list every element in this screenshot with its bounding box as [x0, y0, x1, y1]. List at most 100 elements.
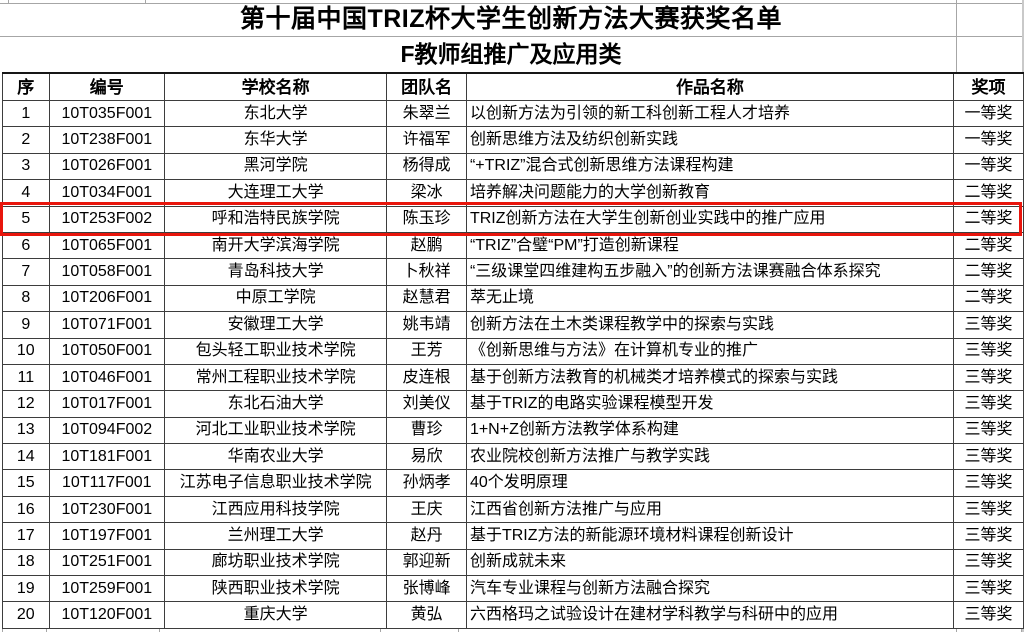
cell-award[interactable]: 三等奖 — [952, 548, 1024, 577]
cell-school[interactable]: 兰州理工大学 — [164, 522, 388, 550]
cell-team[interactable]: 王庆 — [386, 495, 467, 524]
cell-school[interactable]: 安徽理工大学 — [164, 311, 388, 339]
cell-index[interactable]: 5 — [2, 205, 50, 233]
cell-award[interactable]: 三等奖 — [952, 363, 1024, 392]
cell-team[interactable]: 朱翠兰 — [386, 99, 467, 128]
cell-work[interactable]: 40个发明原理 — [465, 469, 954, 497]
cell-work[interactable]: 江西省创新方法推广与应用 — [465, 495, 954, 524]
cell-code[interactable]: 10T094F002 — [48, 416, 166, 445]
cell-code[interactable]: 10T065F001 — [48, 231, 166, 260]
cell-index[interactable]: 12 — [2, 390, 50, 418]
cell-code[interactable]: 10T117F001 — [48, 469, 166, 497]
cell-code[interactable]: 10T120F001 — [48, 601, 166, 629]
cell-team[interactable]: 许福军 — [386, 126, 467, 154]
cell-code[interactable]: 10T206F001 — [48, 284, 166, 313]
cell-work[interactable]: 创新方法在土木类课程教学中的探索与实践 — [465, 311, 954, 339]
cell-award[interactable]: 二等奖 — [952, 284, 1024, 313]
cell-school[interactable]: 呼和浩特民族学院 — [164, 205, 388, 233]
cell-code[interactable]: 10T259F001 — [48, 575, 166, 603]
cell-award[interactable]: 二等奖 — [952, 205, 1024, 233]
cell-award[interactable]: 二等奖 — [952, 231, 1024, 260]
cell-code[interactable]: 10T238F001 — [48, 126, 166, 154]
cell-index[interactable]: 3 — [2, 152, 50, 181]
cell-team[interactable]: 梁冰 — [386, 179, 467, 207]
cell-index[interactable]: 19 — [2, 575, 50, 603]
col-header-school[interactable]: 学校名称 — [164, 72, 388, 101]
cell-school[interactable]: 东北大学 — [164, 99, 388, 128]
cell-award[interactable]: 一等奖 — [952, 152, 1024, 181]
cell-work[interactable]: 汽车专业课程与创新方法融合探究 — [465, 575, 954, 603]
cell-award[interactable]: 三等奖 — [952, 337, 1024, 365]
cell-index[interactable]: 20 — [2, 601, 50, 629]
col-header-index[interactable]: 序 — [2, 72, 50, 101]
cell-school[interactable]: 廊坊职业技术学院 — [164, 548, 388, 577]
cell-work[interactable]: 创新思维方法及纺织创新实践 — [465, 126, 954, 154]
cell-work[interactable]: 《创新思维与方法》在计算机专业的推广 — [465, 337, 954, 365]
cell-index[interactable]: 14 — [2, 443, 50, 471]
cell-index[interactable]: 9 — [2, 311, 50, 339]
cell-award[interactable]: 三等奖 — [952, 416, 1024, 445]
cell-award[interactable]: 二等奖 — [952, 258, 1024, 286]
col-header-code[interactable]: 编号 — [48, 72, 166, 101]
cell-school[interactable]: 大连理工大学 — [164, 179, 388, 207]
cell-team[interactable]: 易欣 — [386, 443, 467, 471]
cell-index[interactable]: 6 — [2, 231, 50, 260]
cell-code[interactable]: 10T058F001 — [48, 258, 166, 286]
cell-code[interactable]: 10T230F001 — [48, 495, 166, 524]
cell-index[interactable]: 15 — [2, 469, 50, 497]
cell-code[interactable]: 10T071F001 — [48, 311, 166, 339]
cell-work[interactable]: 培养解决问题能力的大学创新教育 — [465, 179, 954, 207]
cell-school[interactable]: 江西应用科技学院 — [164, 495, 388, 524]
cell-school[interactable]: 东北石油大学 — [164, 390, 388, 418]
cell-team[interactable]: 张博峰 — [386, 575, 467, 603]
cell-school[interactable]: 陕西职业技术学院 — [164, 575, 388, 603]
cell-team[interactable]: 皮连根 — [386, 363, 467, 392]
cell-work[interactable]: 1+N+Z创新方法教学体系构建 — [465, 416, 954, 445]
cell-school[interactable]: 华南农业大学 — [164, 443, 388, 471]
cell-team[interactable]: 孙炳孝 — [386, 469, 467, 497]
cell-code[interactable]: 10T035F001 — [48, 99, 166, 128]
cell-school[interactable]: 中原工学院 — [164, 284, 388, 313]
cell-work[interactable]: 基于TRIZ方法的新能源环境材料课程创新设计 — [465, 522, 954, 550]
cell-award[interactable]: 三等奖 — [952, 443, 1024, 471]
cell-team[interactable]: 王芳 — [386, 337, 467, 365]
cell-team[interactable]: 陈玉珍 — [386, 205, 467, 233]
cell-award[interactable]: 三等奖 — [952, 575, 1024, 603]
cell-team[interactable]: 赵丹 — [386, 522, 467, 550]
col-header-team[interactable]: 团队名 — [386, 72, 467, 101]
cell-team[interactable]: 郭迎新 — [386, 548, 467, 577]
cell-code[interactable]: 10T197F001 — [48, 522, 166, 550]
cell-award[interactable]: 三等奖 — [952, 495, 1024, 524]
cell-work[interactable]: “三级课堂四维建构五步融入”的创新方法课赛融合体系探究 — [465, 258, 954, 286]
cell-work[interactable]: 创新成就未来 — [465, 548, 954, 577]
cell-work[interactable]: 萃无止境 — [465, 284, 954, 313]
cell-award[interactable]: 三等奖 — [952, 522, 1024, 550]
cell-index[interactable]: 8 — [2, 284, 50, 313]
cell-index[interactable]: 11 — [2, 363, 50, 392]
cell-team[interactable]: 赵慧君 — [386, 284, 467, 313]
cell-team[interactable]: 曹珍 — [386, 416, 467, 445]
col-header-work[interactable]: 作品名称 — [465, 72, 954, 101]
cell-code[interactable]: 10T050F001 — [48, 337, 166, 365]
cell-school[interactable]: 青岛科技大学 — [164, 258, 388, 286]
cell-work[interactable]: 基于TRIZ的电路实验课程模型开发 — [465, 390, 954, 418]
cell-code[interactable]: 10T253F002 — [48, 205, 166, 233]
cell-index[interactable]: 4 — [2, 179, 50, 207]
cell-code[interactable]: 10T034F001 — [48, 179, 166, 207]
cell-work[interactable]: 以创新方法为引领的新工科创新工程人才培养 — [465, 99, 954, 128]
cell-index[interactable]: 13 — [2, 416, 50, 445]
cell-school[interactable]: 江苏电子信息职业技术学院 — [164, 469, 388, 497]
cell-work[interactable]: 农业院校创新方法推广与教学实践 — [465, 443, 954, 471]
cell-team[interactable]: 卜秋祥 — [386, 258, 467, 286]
cell-award[interactable]: 二等奖 — [952, 179, 1024, 207]
cell-work[interactable]: 基于创新方法教育的机械类才培养模式的探索与实践 — [465, 363, 954, 392]
cell-index[interactable]: 7 — [2, 258, 50, 286]
cell-work[interactable]: TRIZ创新方法在大学生创新创业实践中的推广应用 — [465, 205, 954, 233]
cell-work[interactable]: 六西格玛之试验设计在建材学科教学与科研中的应用 — [465, 601, 954, 629]
cell-award[interactable]: 三等奖 — [952, 311, 1024, 339]
cell-award[interactable]: 三等奖 — [952, 601, 1024, 629]
cell-award[interactable]: 一等奖 — [952, 126, 1024, 154]
cell-award[interactable]: 三等奖 — [952, 469, 1024, 497]
cell-index[interactable]: 17 — [2, 522, 50, 550]
cell-school[interactable]: 重庆大学 — [164, 601, 388, 629]
